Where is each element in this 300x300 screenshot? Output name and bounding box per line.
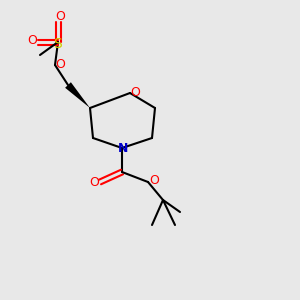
Polygon shape <box>65 82 90 108</box>
Text: S: S <box>52 37 62 51</box>
Text: O: O <box>149 175 159 188</box>
Text: O: O <box>55 11 65 23</box>
Text: O: O <box>27 34 37 47</box>
Text: O: O <box>130 85 140 98</box>
Text: N: N <box>118 142 128 155</box>
Text: O: O <box>55 58 65 70</box>
Text: O: O <box>89 176 99 188</box>
